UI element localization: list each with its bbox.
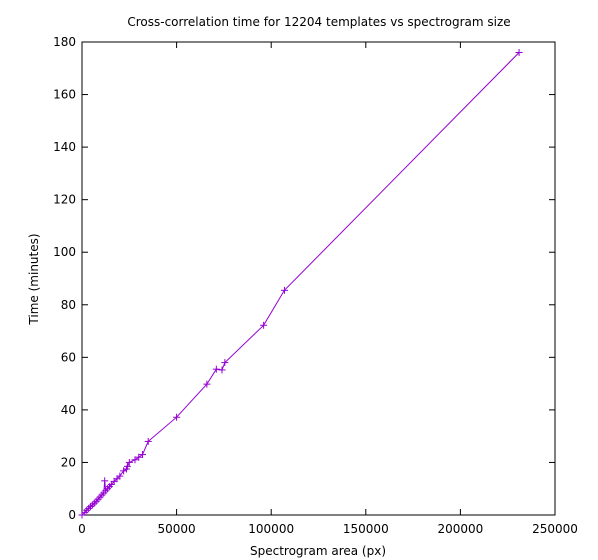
y-tick-label: 180 xyxy=(53,35,76,49)
series-line xyxy=(82,53,519,516)
y-tick-label: 0 xyxy=(68,508,76,522)
data-point-marker xyxy=(219,366,226,373)
x-tick-label: 100000 xyxy=(248,522,294,536)
y-tick-label: 100 xyxy=(53,245,76,259)
y-tick-label: 140 xyxy=(53,140,76,154)
series-area xyxy=(79,49,523,518)
x-tick-label: 250000 xyxy=(532,522,578,536)
plot-frame xyxy=(82,42,555,515)
y-tick-label: 120 xyxy=(53,193,76,207)
y-tick-label: 80 xyxy=(61,298,76,312)
y-tick-label: 20 xyxy=(61,455,76,469)
data-point-marker xyxy=(213,366,220,373)
y-axis-label: Time (minutes) xyxy=(27,233,41,325)
y-tick-label: 40 xyxy=(61,403,76,417)
x-tick-label: 150000 xyxy=(343,522,389,536)
chart-title: Cross-correlation time for 12204 templat… xyxy=(127,15,510,29)
x-tick-label: 0 xyxy=(78,522,86,536)
y-axis: 0 20 40 60 80 100 120 140 160 180 xyxy=(53,35,555,522)
x-tick-label: 50000 xyxy=(158,522,196,536)
y-tick-label: 160 xyxy=(53,88,76,102)
x-axis-label: Spectrogram area (px) xyxy=(250,544,386,558)
data-point-marker xyxy=(101,477,108,484)
y-tick-label: 60 xyxy=(61,350,76,364)
x-axis: 0 50000 100000 150000 200000 250000 xyxy=(78,42,578,536)
x-tick-label: 200000 xyxy=(437,522,483,536)
